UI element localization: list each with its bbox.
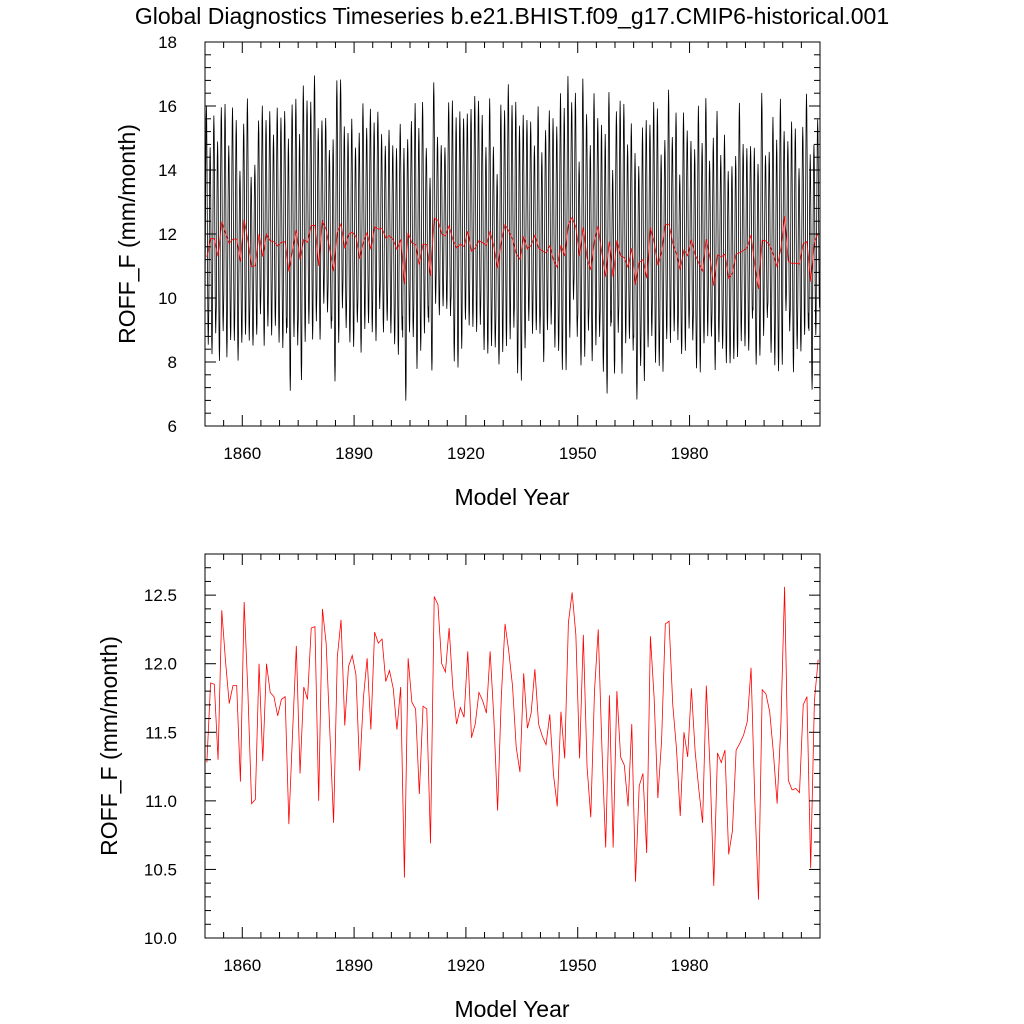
top-y-tick-label: 6	[168, 417, 177, 436]
bottom-plot-frame	[204, 553, 821, 939]
top-y-axis-label: ROFF_F (mm/month)	[114, 124, 140, 344]
bottom-x-tick-label: 1950	[559, 956, 597, 975]
bottom-y-axis-label: ROFF_F (mm/month)	[96, 636, 122, 856]
top-x-tick-label: 1860	[223, 444, 261, 463]
top-series-monthly-line	[204, 75, 821, 401]
top-x-tick-label: 1890	[335, 444, 373, 463]
bottom-x-tick-label: 1920	[447, 956, 485, 975]
bottom-series-annual-mean-line	[206, 586, 819, 900]
top-y-tick-label: 8	[168, 353, 177, 372]
bottom-x-tick-label: 1980	[671, 956, 709, 975]
top-x-tick-label: 1920	[447, 444, 485, 463]
bottom-y-tick-label: 12.5	[144, 586, 177, 605]
top-series-annual-mean-line	[206, 216, 819, 290]
bottom-chart: 1860 1890 1920 1950 1980 10.0 10.5 11.0 11.5 12.0…	[96, 553, 821, 1022]
bottom-y-tick-label: 11.0	[145, 792, 177, 811]
top-chart: 1860 1890 1920 1950 1980 6 8 10 12 14 16 18 Model Y…	[114, 33, 821, 510]
top-y-tick-label: 14	[158, 161, 177, 180]
bottom-y-tick-label: 10.0	[144, 929, 177, 948]
top-x-axis-label: Model Year	[454, 484, 569, 510]
top-x-tick-label: 1980	[671, 444, 709, 463]
chart-title: Global Diagnostics Timeseries b.e21.BHIS…	[135, 3, 889, 29]
bottom-y-tick-label: 11.5	[145, 723, 177, 742]
top-y-tick-label: 16	[158, 97, 177, 116]
bottom-y-tick-label: 12.0	[144, 655, 177, 674]
top-y-tick-label: 10	[158, 289, 177, 308]
bottom-x-axis-label: Model Year	[454, 996, 569, 1022]
bottom-axes: 1860 1890 1920 1950 1980 10.0 10.5 11.0 11.5 12.0…	[144, 553, 821, 975]
bottom-plot-area	[206, 586, 819, 900]
top-axes: 1860 1890 1920 1950 1980 6 8 10 12 14 16 18	[158, 33, 821, 463]
top-x-tick-label: 1950	[559, 444, 597, 463]
bottom-y-tick-label: 10.5	[144, 860, 177, 879]
top-y-tick-label: 18	[158, 33, 177, 52]
bottom-x-tick-label: 1890	[335, 956, 373, 975]
top-y-tick-label: 12	[158, 225, 177, 244]
top-plot-area	[204, 75, 821, 401]
bottom-x-tick-label: 1860	[223, 956, 261, 975]
